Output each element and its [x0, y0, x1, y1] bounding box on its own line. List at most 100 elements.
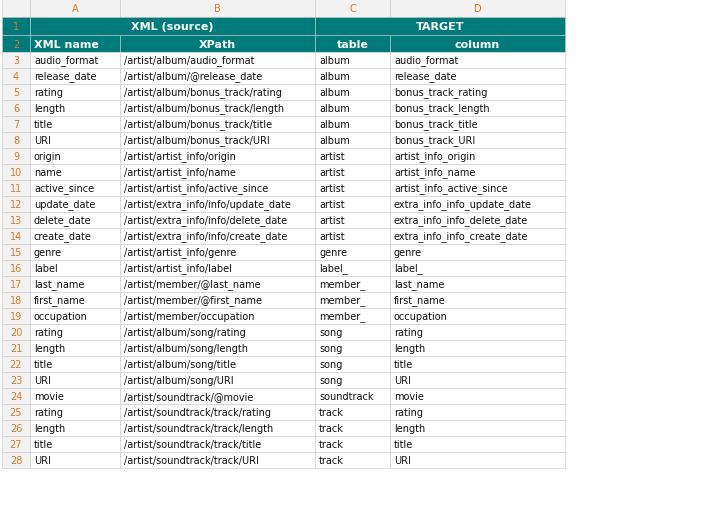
Text: genre: genre [319, 247, 347, 258]
Bar [2, 357, 30, 372]
Bar [390, 165, 565, 181]
Text: audio_format: audio_format [394, 56, 458, 66]
Text: TARGET: TARGET [416, 22, 464, 32]
Bar [315, 357, 390, 372]
Text: 3: 3 [13, 56, 19, 66]
Text: 14: 14 [10, 231, 22, 241]
Text: bonus_track_URI: bonus_track_URI [394, 135, 475, 146]
Bar [120, 85, 315, 101]
Text: /artist/soundtrack/track/URI: /artist/soundtrack/track/URI [124, 455, 259, 465]
Bar [120, 213, 315, 229]
Text: artist_info_name: artist_info_name [394, 167, 475, 178]
Text: 8: 8 [13, 136, 19, 146]
Text: title: title [34, 359, 53, 369]
Text: album: album [319, 136, 349, 146]
Bar [120, 133, 315, 148]
Bar [390, 324, 565, 340]
Bar [2, 148, 30, 165]
Text: column: column [455, 39, 500, 49]
Bar [2, 388, 30, 404]
Bar [30, 452, 120, 468]
Text: label_: label_ [319, 263, 348, 274]
Text: rating: rating [394, 407, 423, 417]
Bar [120, 261, 315, 276]
Bar [2, 452, 30, 468]
Bar [30, 244, 120, 261]
Text: release_date: release_date [394, 71, 457, 82]
Bar [390, 372, 565, 388]
Bar [30, 324, 120, 340]
Bar [30, 261, 120, 276]
Text: URI: URI [34, 136, 51, 146]
Bar [120, 324, 315, 340]
Text: artist_info_active_since: artist_info_active_since [394, 183, 508, 194]
Bar [2, 133, 30, 148]
Text: genre: genre [394, 247, 422, 258]
Text: /artist/artist_info/origin: /artist/artist_info/origin [124, 151, 236, 162]
Bar [120, 181, 315, 196]
Bar [315, 148, 390, 165]
Bar [315, 36, 390, 53]
Bar [315, 229, 390, 244]
Bar [2, 324, 30, 340]
Bar [2, 181, 30, 196]
Text: extra_info_info_create_date: extra_info_info_create_date [394, 231, 528, 242]
Text: /artist/artist_info/active_since: /artist/artist_info/active_since [124, 183, 268, 194]
Bar [30, 18, 315, 36]
Bar [390, 117, 565, 133]
Bar [30, 340, 120, 357]
Text: 12: 12 [10, 199, 22, 210]
Text: 6: 6 [13, 104, 19, 114]
Text: /artist/album/bonus_track/title: /artist/album/bonus_track/title [124, 119, 272, 130]
Bar [390, 133, 565, 148]
Text: album: album [319, 72, 349, 82]
Bar [390, 261, 565, 276]
Bar [315, 324, 390, 340]
Text: 19: 19 [10, 312, 22, 321]
Text: title: title [34, 439, 53, 449]
Bar [390, 276, 565, 292]
Bar [30, 309, 120, 324]
Text: 27: 27 [10, 439, 22, 449]
Bar [30, 357, 120, 372]
Text: first_name: first_name [394, 295, 446, 306]
Bar [390, 388, 565, 404]
Bar [30, 181, 120, 196]
Text: artist: artist [319, 168, 344, 178]
Text: /artist/album/audio_format: /artist/album/audio_format [124, 56, 254, 66]
Text: 13: 13 [10, 216, 22, 226]
Bar [2, 292, 30, 309]
Bar [390, 69, 565, 85]
Text: /artist/artist_info/label: /artist/artist_info/label [124, 263, 232, 274]
Text: /artist/extra_info/info/update_date: /artist/extra_info/info/update_date [124, 199, 291, 210]
Bar [315, 101, 390, 117]
Text: release_date: release_date [34, 71, 97, 82]
Text: /artist/extra_info/info/create_date: /artist/extra_info/info/create_date [124, 231, 287, 242]
Text: 10: 10 [10, 168, 22, 178]
Text: bonus_track_title: bonus_track_title [394, 119, 478, 130]
Text: track: track [319, 439, 344, 449]
Text: movie: movie [394, 391, 424, 401]
Bar [2, 261, 30, 276]
Text: artist: artist [319, 152, 344, 162]
Text: URI: URI [34, 375, 51, 385]
Bar [315, 261, 390, 276]
Text: 26: 26 [10, 423, 22, 433]
Text: occupation: occupation [394, 312, 448, 321]
Text: /artist/extra_info/info/delete_date: /artist/extra_info/info/delete_date [124, 215, 287, 226]
Text: song: song [319, 343, 342, 354]
Bar [315, 69, 390, 85]
Text: /artist/album/song/rating: /artist/album/song/rating [124, 327, 246, 337]
Bar [120, 229, 315, 244]
Bar [2, 244, 30, 261]
Text: member_: member_ [319, 311, 365, 322]
Text: /artist/member/@first_name: /artist/member/@first_name [124, 295, 262, 306]
Text: update_date: update_date [34, 199, 95, 210]
Text: /artist/artist_info/genre: /artist/artist_info/genre [124, 247, 236, 258]
Text: soundtrack: soundtrack [319, 391, 374, 401]
Bar [2, 196, 30, 213]
Bar [315, 18, 565, 36]
Text: movie: movie [34, 391, 64, 401]
Bar [315, 276, 390, 292]
Bar [120, 309, 315, 324]
